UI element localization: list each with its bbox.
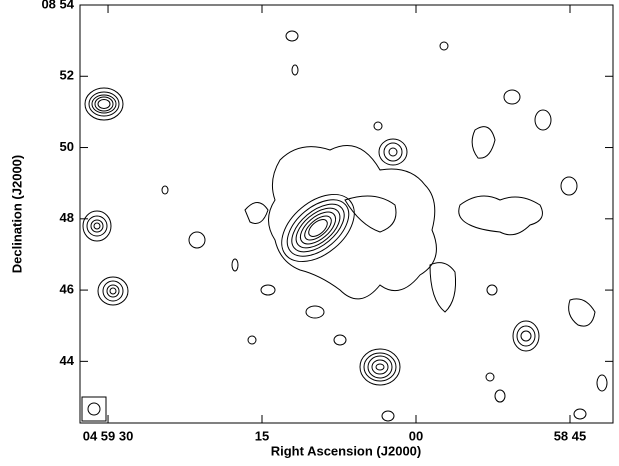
beam [87, 402, 101, 416]
x-tick-label: 00 [409, 428, 423, 443]
plot-frame [79, 4, 614, 424]
contours [82, 30, 608, 422]
y-tick-label: 48 [60, 210, 74, 225]
y-tick-label: 50 [60, 139, 74, 154]
y-tick-label: 08 54 [41, 0, 74, 11]
y-axis-label: Declination (J2000) [9, 155, 24, 274]
x-tick-label: 58 45 [554, 428, 587, 443]
x-axis-label: Right Ascension (J2000) [271, 443, 422, 458]
x-tick-label: 15 [255, 428, 269, 443]
y-tick-label: 46 [60, 282, 74, 297]
y-tick-label: 52 [60, 68, 74, 83]
y-tick-label: 44 [60, 353, 75, 368]
x-tick-label: 04 59 30 [83, 428, 134, 443]
beam-box [81, 396, 107, 422]
